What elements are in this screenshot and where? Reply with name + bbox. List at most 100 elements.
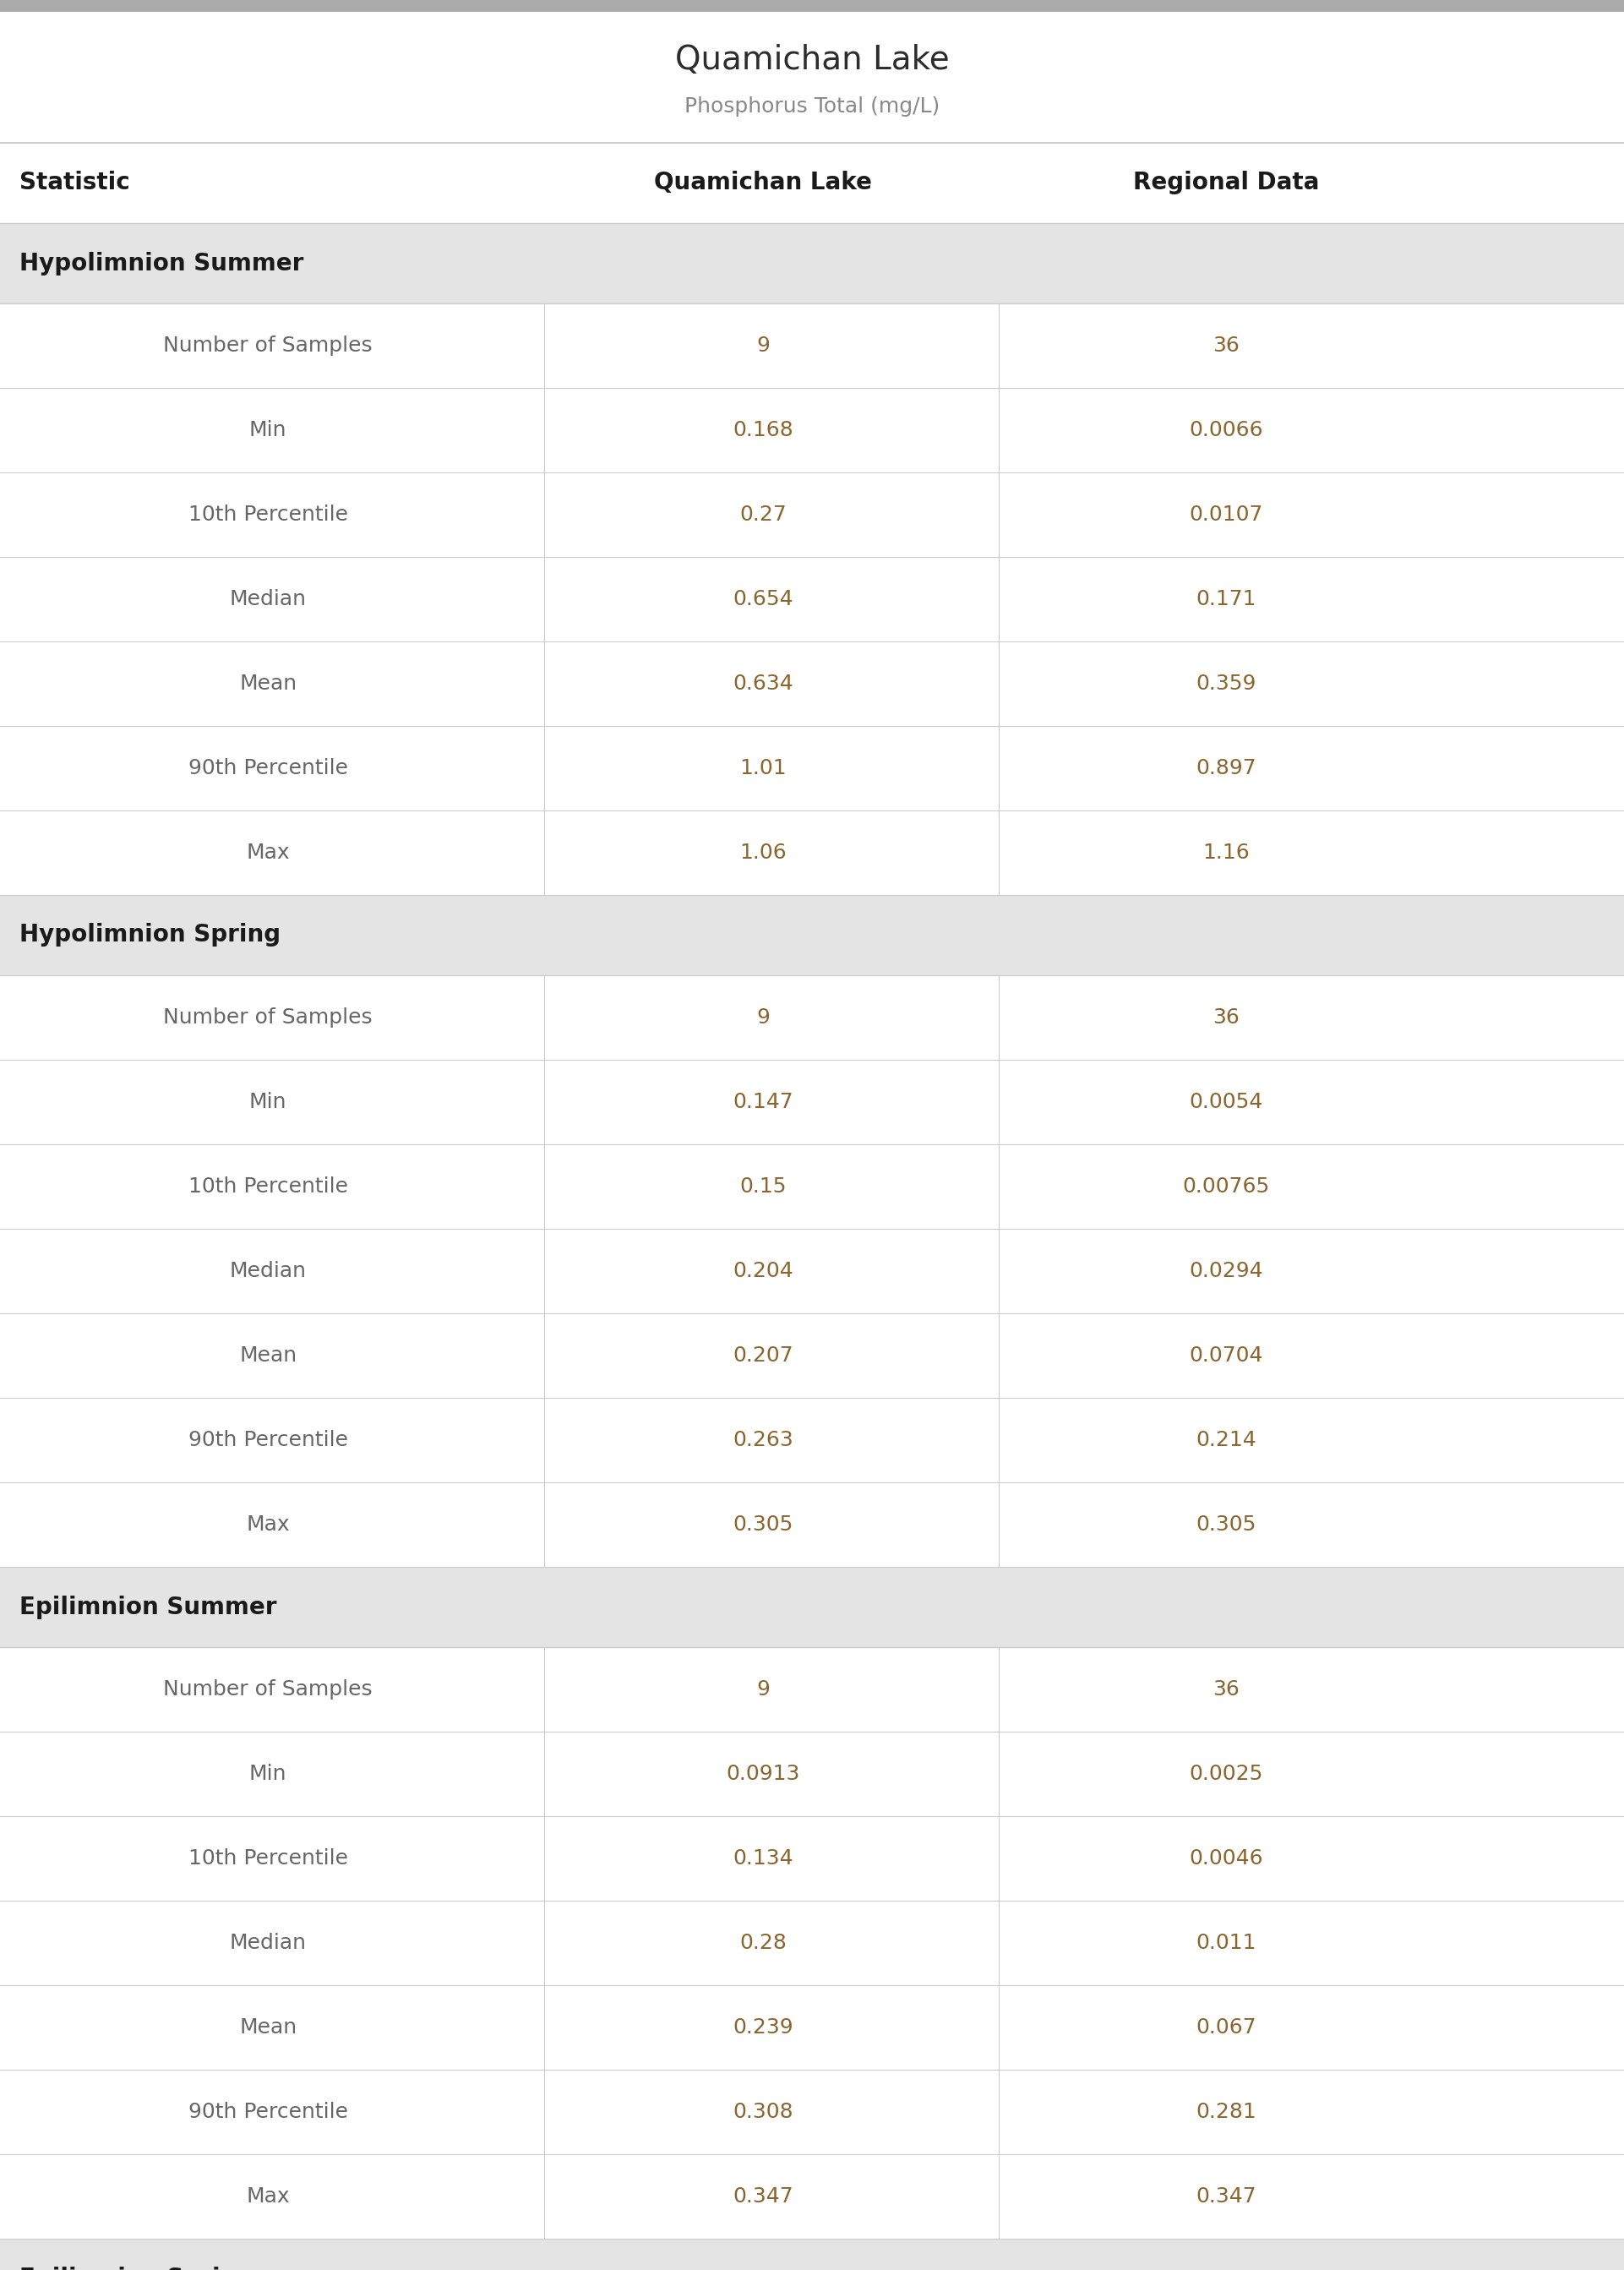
- Text: 1.06: 1.06: [739, 842, 788, 863]
- Text: 9: 9: [757, 336, 770, 356]
- Text: 0.308: 0.308: [732, 2102, 794, 2122]
- Text: 0.305: 0.305: [1195, 1514, 1257, 1535]
- Bar: [0, 11, 1624, 143]
- Bar: [0, 642, 1624, 726]
- Bar: [0, 1986, 1624, 2070]
- Text: 0.15: 0.15: [741, 1176, 786, 1196]
- Text: 10th Percentile: 10th Percentile: [188, 1176, 348, 1196]
- Text: Regional Data: Regional Data: [1134, 170, 1319, 195]
- Text: Quamichan Lake: Quamichan Lake: [676, 43, 948, 77]
- Text: Min: Min: [248, 1764, 287, 1784]
- Text: 0.263: 0.263: [732, 1430, 794, 1451]
- Text: 0.0025: 0.0025: [1189, 1764, 1263, 1784]
- Text: 0.0294: 0.0294: [1189, 1260, 1263, 1280]
- Text: 0.204: 0.204: [732, 1260, 794, 1280]
- Text: 0.28: 0.28: [739, 1932, 788, 1952]
- Text: 0.207: 0.207: [732, 1346, 794, 1367]
- Bar: [0, 1398, 1624, 1482]
- Text: 0.634: 0.634: [732, 674, 794, 695]
- Bar: [0, 388, 1624, 472]
- Text: 9: 9: [757, 1008, 770, 1028]
- Text: 36: 36: [1213, 1008, 1239, 1028]
- Bar: [0, 143, 1624, 222]
- Text: Quamichan Lake: Quamichan Lake: [654, 170, 872, 195]
- Text: 10th Percentile: 10th Percentile: [188, 504, 348, 524]
- Text: Median: Median: [229, 588, 307, 608]
- Text: Median: Median: [229, 1932, 307, 1952]
- Text: 0.171: 0.171: [1195, 588, 1257, 608]
- Text: Phosphorus Total (mg/L): Phosphorus Total (mg/L): [684, 95, 940, 116]
- Bar: [0, 726, 1624, 810]
- Text: 0.897: 0.897: [1195, 758, 1257, 779]
- Bar: [0, 472, 1624, 556]
- Text: Number of Samples: Number of Samples: [164, 1008, 372, 1028]
- Bar: [0, 1816, 1624, 1900]
- Bar: [0, 1566, 1624, 1648]
- Text: Number of Samples: Number of Samples: [164, 1680, 372, 1700]
- Text: Max: Max: [247, 842, 289, 863]
- Bar: [0, 1228, 1624, 1314]
- Bar: [0, 304, 1624, 388]
- Bar: [0, 0, 1624, 11]
- Bar: [0, 1648, 1624, 1732]
- Bar: [0, 1060, 1624, 1144]
- Text: 0.27: 0.27: [739, 504, 788, 524]
- Text: 0.239: 0.239: [732, 2018, 794, 2038]
- Bar: [0, 1144, 1624, 1228]
- Text: 90th Percentile: 90th Percentile: [188, 2102, 348, 2122]
- Text: 0.305: 0.305: [732, 1514, 794, 1535]
- Bar: [0, 1732, 1624, 1816]
- Text: Hypolimnion Summer: Hypolimnion Summer: [19, 252, 304, 275]
- Text: 0.0054: 0.0054: [1189, 1092, 1263, 1112]
- Bar: [0, 2154, 1624, 2238]
- Text: 9: 9: [757, 1680, 770, 1700]
- Text: 36: 36: [1213, 1680, 1239, 1700]
- Bar: [0, 556, 1624, 642]
- Text: 1.01: 1.01: [741, 758, 786, 779]
- Bar: [0, 1482, 1624, 1566]
- Bar: [0, 222, 1624, 304]
- Bar: [0, 976, 1624, 1060]
- Text: 90th Percentile: 90th Percentile: [188, 1430, 348, 1451]
- Text: 0.0046: 0.0046: [1189, 1848, 1263, 1868]
- Text: 0.0913: 0.0913: [726, 1764, 801, 1784]
- Text: Min: Min: [248, 420, 287, 440]
- Text: 0.347: 0.347: [732, 2186, 794, 2206]
- Text: 0.347: 0.347: [1195, 2186, 1257, 2206]
- Text: 0.168: 0.168: [732, 420, 794, 440]
- Text: 0.134: 0.134: [732, 1848, 794, 1868]
- Text: 0.0704: 0.0704: [1189, 1346, 1263, 1367]
- Text: 0.214: 0.214: [1195, 1430, 1257, 1451]
- Text: Mean: Mean: [239, 674, 297, 695]
- Text: 0.00765: 0.00765: [1182, 1176, 1270, 1196]
- Text: Epilimnion Spring: Epilimnion Spring: [19, 2268, 253, 2270]
- Text: 10th Percentile: 10th Percentile: [188, 1848, 348, 1868]
- Text: 0.0107: 0.0107: [1189, 504, 1263, 524]
- Bar: [0, 810, 1624, 894]
- Bar: [0, 1314, 1624, 1398]
- Text: 0.359: 0.359: [1195, 674, 1257, 695]
- Text: Number of Samples: Number of Samples: [164, 336, 372, 356]
- Text: Median: Median: [229, 1260, 307, 1280]
- Text: Statistic: Statistic: [19, 170, 130, 195]
- Text: 0.011: 0.011: [1195, 1932, 1257, 1952]
- Text: Max: Max: [247, 1514, 289, 1535]
- Text: 36: 36: [1213, 336, 1239, 356]
- Bar: [0, 2070, 1624, 2154]
- Text: 0.067: 0.067: [1195, 2018, 1257, 2038]
- Bar: [0, 1900, 1624, 1986]
- Text: Epilimnion Summer: Epilimnion Summer: [19, 1596, 276, 1619]
- Text: Hypolimnion Spring: Hypolimnion Spring: [19, 924, 281, 947]
- Bar: [0, 2238, 1624, 2270]
- Text: Mean: Mean: [239, 1346, 297, 1367]
- Text: 0.0066: 0.0066: [1189, 420, 1263, 440]
- Text: Min: Min: [248, 1092, 287, 1112]
- Text: 0.147: 0.147: [732, 1092, 794, 1112]
- Bar: [0, 894, 1624, 976]
- Text: 0.281: 0.281: [1195, 2102, 1257, 2122]
- Text: 90th Percentile: 90th Percentile: [188, 758, 348, 779]
- Text: Mean: Mean: [239, 2018, 297, 2038]
- Text: 1.16: 1.16: [1202, 842, 1250, 863]
- Text: 0.654: 0.654: [732, 588, 794, 608]
- Text: Max: Max: [247, 2186, 289, 2206]
